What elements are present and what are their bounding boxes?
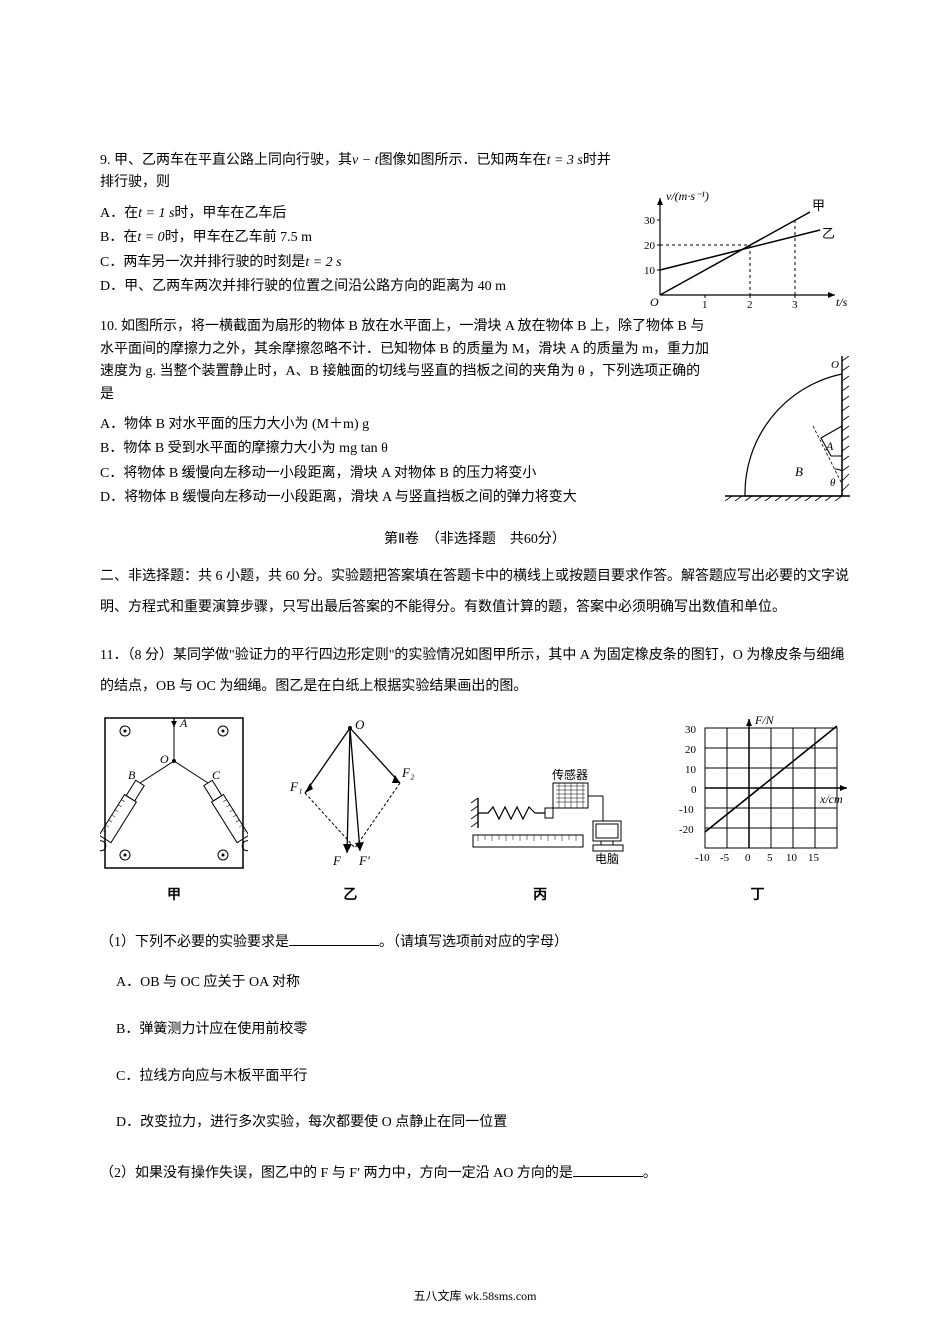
q11-sub1-tail: 。（请填写选项前对应的字母） — [379, 935, 568, 950]
q11-intro: 11．（8 分）某同学做"验证力的平行四边形定则"的实验情况如图甲所示，其中 A… — [100, 641, 850, 703]
q9-formula-1: v − t — [352, 153, 379, 168]
q11-sub2: （2）如果没有操作失误，图乙中的 F 与 F′ 两力中，方向一定沿 AO 方向的… — [100, 1161, 850, 1188]
q9-c-pre: C．两车另一次并排行驶的时刻是 — [100, 255, 305, 270]
yi-F: F — [332, 853, 342, 868]
sector-b — [745, 374, 842, 496]
question-11: 11．（8 分）某同学做"验证力的平行四边形定则"的实验情况如图甲所示，其中 A… — [100, 641, 850, 1187]
d-x-10: 10 — [786, 852, 798, 864]
yi-O: O — [355, 717, 365, 732]
q9-graph: O t/s v/(m·s⁻¹) 10 20 30 1 2 3 甲 乙 — [640, 190, 850, 310]
d-y-0: 0 — [691, 784, 697, 796]
q9-stem-1: 9. 甲、乙两车在平直公路上同向行驶，其 — [100, 153, 352, 168]
q10-stem: 10. 如图所示，将一横截面为扇形的物体 B 放在水平面上，一滑块 A 放在物体… — [100, 316, 710, 406]
caption-bing: 丙 — [453, 885, 628, 907]
d-y-30: 30 — [685, 724, 697, 736]
blank-2[interactable] — [573, 1176, 643, 1177]
q11-1-C: C．拉线方向应与木板平面平行 — [100, 1064, 850, 1091]
jia-B: B — [128, 768, 136, 782]
question-10: 10. 如图所示，将一横截面为扇形的物体 B 放在水平面上，一滑块 A 放在物体… — [100, 316, 850, 509]
yi-F1: F₁ — [289, 779, 302, 794]
origin-label: O — [650, 295, 659, 309]
d-y-10: 10 — [685, 764, 697, 776]
q10-label-O: O — [831, 359, 839, 371]
fig-yi-svg: O F₁ F₂ F F′ — [285, 713, 415, 873]
label-yi: 乙 — [822, 226, 835, 241]
q9-c-f: t = 2 s — [305, 255, 341, 270]
xtick-1: 1 — [702, 299, 708, 310]
footer: 五八文库 wk.58sms.com — [0, 1287, 950, 1306]
q11-sub2-q: （2）如果没有操作失误，图乙中的 F 与 F′ 两力中，方向一定沿 AO 方向的… — [100, 1166, 573, 1181]
ding-xlabel: x/cm — [819, 792, 843, 806]
fig-bing-svg: 传感器 — [453, 763, 628, 873]
d-y--10: -10 — [679, 804, 694, 816]
d-x--10: -10 — [695, 852, 710, 864]
ding-ylabel: F/N — [754, 713, 775, 727]
d-x-5: 5 — [767, 852, 773, 864]
q11-sub1: （1）下列不必要的实验要求是 。（请填写选项前对应的字母） A．OB 与 OC 应… — [100, 930, 850, 1137]
bing-sensor-label: 传感器 — [552, 767, 588, 782]
q10-label-B: B — [795, 464, 803, 479]
caption-yi: 乙 — [285, 885, 415, 907]
fig-ding: F/N x/cm 30 20 10 0 -10 -20 -10 -5 0 5 1… — [665, 713, 850, 908]
q11-figures: A O B C — [100, 713, 850, 908]
xtick-2: 2 — [747, 299, 753, 310]
q11-1-D: D．改变拉力，进行多次实验，每次都要使 O 点静止在同一位置 — [100, 1110, 850, 1137]
label-jia: 甲 — [812, 198, 825, 213]
d-x-0: 0 — [745, 852, 751, 864]
fig-jia: A O B C — [100, 713, 248, 908]
jia-A: A — [179, 716, 188, 730]
question-9: 9. 甲、乙两车在平直公路上同向行驶，其v − t图像如图所示．已知两车在t =… — [100, 150, 850, 298]
q11-1-A: A．OB 与 OC 应关于 OA 对称 — [100, 970, 850, 997]
q9-stem-wrap: 9. 甲、乙两车在平直公路上同向行驶，其v − t图像如图所示．已知两车在t =… — [100, 150, 620, 195]
blank-1[interactable] — [289, 945, 379, 946]
q11-sub1-q: （1）下列不必要的实验要求是 — [100, 935, 289, 950]
x-axis-label: t/s — [836, 295, 848, 309]
ytick-30: 30 — [644, 215, 656, 227]
series-yi — [660, 230, 820, 270]
q9-a-pre: A．在 — [100, 206, 138, 221]
fig-yi: O F₁ F₂ F F′ 乙 — [285, 713, 415, 908]
fig-bing: 传感器 — [453, 763, 628, 908]
d-x-15: 15 — [808, 852, 820, 864]
yi-F2: F₂ — [401, 765, 415, 780]
caption-jia: 甲 — [100, 885, 248, 907]
q9-a-f: t = 1 s — [138, 206, 174, 221]
bing-computer-label: 电脑 — [595, 852, 619, 866]
q9-formula-2: t = 3 s — [547, 153, 583, 168]
q9-a-post: 时，甲车在乙车后 — [174, 206, 286, 221]
series-jia — [660, 212, 810, 295]
jia-O: O — [160, 752, 169, 766]
q9-stem-2: 图像如图所示．已知两车在 — [379, 153, 547, 168]
q11-sub2-tail: 。 — [643, 1166, 657, 1181]
jia-C: C — [212, 768, 221, 782]
y-axis-label: v/(m·s⁻¹) — [666, 190, 709, 203]
q10-label-theta: θ — [830, 477, 836, 489]
xtick-3: 3 — [792, 299, 798, 310]
q10-figure: O B A θ — [725, 356, 850, 501]
q9-b-f: t = 0 — [137, 230, 164, 245]
fig-jia-svg: A O B C — [100, 713, 248, 873]
q9-b-pre: B．在 — [100, 230, 137, 245]
ytick-20: 20 — [644, 240, 656, 252]
yi-Fp: F′ — [358, 853, 370, 868]
section-2-instructions: 二、非选择题：共 6 小题，共 60 分。实验题把答案填在答题卡中的横线上或按题… — [100, 562, 850, 624]
d-y-20: 20 — [685, 744, 697, 756]
section-2-title: 第Ⅱ卷 （非选择题 共60分） — [100, 529, 850, 551]
fig-ding-svg: F/N x/cm 30 20 10 0 -10 -20 -10 -5 0 5 1… — [665, 713, 850, 873]
ytick-10: 10 — [644, 265, 656, 277]
q11-sub1-opts: A．OB 与 OC 应关于 OA 对称 B．弹簧测力计应在使用前校零 C．拉线方… — [100, 970, 850, 1136]
q10-label-A: A — [825, 439, 834, 453]
q9-b-post: 时，甲车在乙车前 7.5 m — [165, 230, 312, 245]
q11-1-B: B．弹簧测力计应在使用前校零 — [100, 1017, 850, 1044]
d-x--5: -5 — [720, 852, 730, 864]
caption-ding: 丁 — [665, 885, 850, 907]
d-y--20: -20 — [679, 824, 694, 836]
